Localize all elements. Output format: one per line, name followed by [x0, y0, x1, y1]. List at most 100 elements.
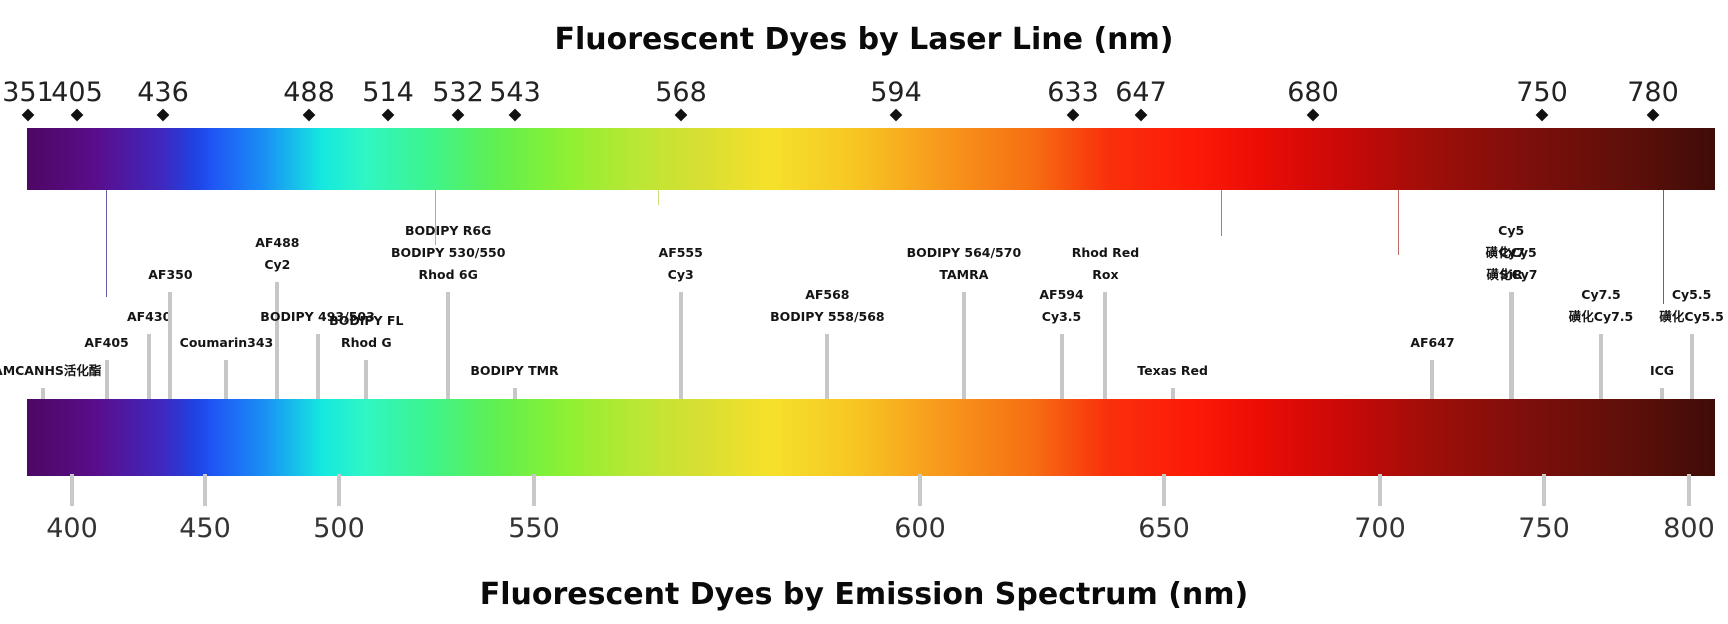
dye-tick [1430, 360, 1435, 421]
dye-name: Cy2 [264, 257, 291, 272]
emission-axis-tick [1542, 474, 1546, 506]
dye-name: 磺化Cy5.5 [1659, 309, 1724, 324]
emission-spectrum-bar [27, 399, 1715, 476]
emission-axis-label: 450 [179, 513, 231, 544]
laser-line-marker [508, 108, 522, 122]
laser-line-label: 351 [2, 77, 54, 108]
dye-name: 磺化Cy7 [1486, 267, 1538, 282]
laser-line-title: Fluorescent Dyes by Laser Line (nm) [554, 22, 1174, 57]
dye-name: BODIPY FL [329, 313, 404, 328]
emission-axis-tick [70, 474, 74, 506]
laser-line-marker [674, 108, 688, 122]
dye-tick [275, 282, 280, 421]
laser-line-label: 680 [1287, 77, 1339, 108]
dye-name: BODIPY R6G [405, 223, 492, 238]
emission-axis-label: 750 [1518, 513, 1570, 544]
dye-tick [961, 292, 966, 421]
dye-name: Cy7 [1498, 245, 1526, 260]
dye-label: ICG [1650, 360, 1674, 382]
dye-label: BODIPY FL Rhod G [329, 310, 403, 354]
dye-name: SiR [1499, 267, 1523, 282]
laser-line-marker [381, 108, 395, 122]
emission-axis-label: 500 [313, 513, 365, 544]
dye-tick [364, 360, 369, 421]
connector-line [1663, 190, 1664, 304]
dye-tick [104, 360, 109, 421]
dye-label: AF555 Cy3 [659, 242, 703, 286]
dye-tick [147, 334, 152, 421]
emission-axis-tick [1687, 474, 1691, 506]
dye-label: Coumarin343 [180, 332, 274, 354]
emission-axis-tick [918, 474, 922, 506]
dye-name: BODIPY 493/503 [260, 309, 375, 324]
dye-tick [1059, 334, 1064, 421]
laser-line-label: 405 [51, 77, 103, 108]
dye-name: AF555 [658, 245, 703, 260]
connector-line [1221, 190, 1222, 236]
dye-label: Texas Red [1137, 360, 1208, 382]
dye-tick [315, 334, 320, 421]
laser-line-marker [1306, 108, 1320, 122]
dye-name: AF430 [126, 309, 172, 324]
dye-name: Cy5.5 [1671, 287, 1712, 302]
emission-axis-label: 400 [46, 513, 98, 544]
dye-label: BODIPY TMR [470, 360, 558, 382]
emission-axis-tick [203, 474, 207, 506]
dye-name: Rhod 6G [418, 267, 478, 282]
dye-name: Rhod G [340, 335, 392, 350]
emission-axis-label: 650 [1138, 513, 1190, 544]
emission-axis-tick [532, 474, 536, 506]
connector-line [106, 190, 107, 297]
laser-line-label: 568 [655, 77, 707, 108]
laser-line-label: 647 [1115, 77, 1167, 108]
dye-name: AF647 [1410, 335, 1455, 350]
laser-line-label: 594 [870, 77, 922, 108]
emission-axis-label: 550 [508, 513, 560, 544]
dye-label: Cy5.5 磺化Cy5.5 [1659, 284, 1723, 328]
dye-tick [1689, 334, 1694, 421]
dye-name: AF488 [255, 235, 300, 250]
dye-name: BODIPY 530/550 [390, 245, 506, 260]
dye-tick [825, 334, 830, 421]
dye-name: 7AMCANHS活化酯 [0, 363, 102, 378]
dye-name: AF350 [148, 267, 193, 282]
dye-name: 磺化Cy5 [1485, 245, 1537, 260]
laser-line-marker [889, 108, 903, 122]
laser-line-label: 543 [489, 77, 541, 108]
dye-label: AF405 [84, 332, 128, 354]
dye-tick [224, 360, 229, 421]
dye-name: AF568 [805, 287, 850, 302]
laser-line-marker [1646, 108, 1660, 122]
connector-line [658, 190, 659, 205]
dye-label: Cy5 磺化Cy5 SiR [1486, 220, 1537, 286]
dye-label: AF350 [148, 264, 192, 286]
emission-axis-label: 600 [894, 513, 946, 544]
laser-spectrum-bar [27, 128, 1715, 190]
emission-axis-tick [1378, 474, 1382, 506]
dye-label: BODIPY R6G BODIPY 530/550 Rhod 6G [391, 220, 506, 286]
dye-name: Cy5 [1498, 223, 1525, 238]
dye-label: AF594 Cy3.5 [1039, 284, 1083, 328]
dye-name: Texas Red [1137, 363, 1208, 378]
dye-name: BODIPY TMR [470, 363, 559, 378]
laser-line-label: 633 [1047, 77, 1099, 108]
laser-line-label: 750 [1516, 77, 1568, 108]
dye-name: AF594 [1039, 287, 1084, 302]
laser-line-marker [1134, 108, 1148, 122]
emission-axis-label: 700 [1354, 513, 1406, 544]
laser-line-label: 514 [362, 77, 414, 108]
dye-name: Rhod Red [1071, 245, 1140, 260]
dye-label: Rhod Red Rox [1072, 242, 1139, 286]
laser-line-marker [156, 108, 170, 122]
dye-name: BODIPY 558/568 [770, 309, 885, 324]
emission-axis-tick [337, 474, 341, 506]
laser-line-marker [302, 108, 316, 122]
laser-line-label: 532 [432, 77, 484, 108]
emission-spectrum-title: Fluorescent Dyes by Emission Spectrum (n… [479, 577, 1249, 612]
laser-line-label: 780 [1627, 77, 1679, 108]
dye-tick [446, 292, 451, 421]
dye-label: AF430 [127, 306, 171, 328]
dye-name: Cy7.5 [1581, 287, 1621, 302]
dye-label: BODIPY 493/503 [260, 306, 375, 328]
dye-name: Cy3.5 [1041, 309, 1082, 324]
